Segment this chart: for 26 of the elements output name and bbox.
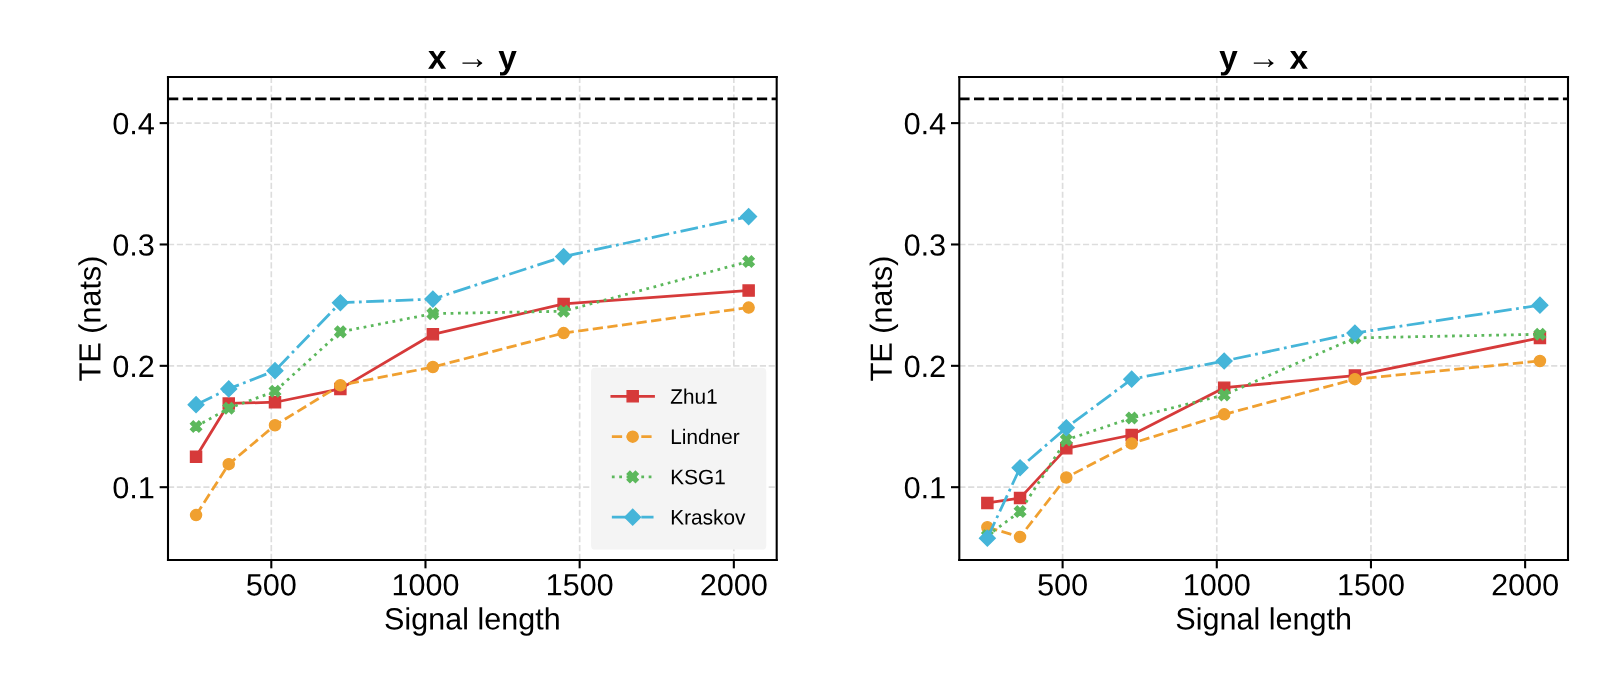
- x-tick-label: 1000: [393, 574, 459, 596]
- x-axis-title: Signal length: [385, 607, 559, 636]
- x-axis-title: Signal length: [1176, 607, 1351, 636]
- y-tick-label: 0.1: [113, 476, 154, 499]
- y-tick-label: 0.1: [904, 476, 945, 499]
- y-tick-label: 0.4: [904, 112, 946, 135]
- legend-label: Lindner: [671, 428, 740, 445]
- legend-label: Zhu1: [670, 388, 717, 404]
- y-tick-label: 0.3: [904, 234, 945, 256]
- y-axis-title: TE (nats): [78, 257, 107, 381]
- legend-label: Kraskov: [671, 509, 746, 525]
- y-tick-label: 0.3: [113, 234, 154, 256]
- y-tick-label: 0.4: [113, 112, 154, 135]
- x-tick-label: 2000: [1492, 574, 1558, 596]
- x-tick-label: 1000: [1185, 574, 1250, 596]
- x-tick-label: 500: [247, 574, 296, 596]
- y-tick-label: 0.2: [904, 355, 945, 378]
- y-tick-label: 0.2: [113, 355, 154, 378]
- y-axis-title: TE (nats): [869, 257, 899, 381]
- x-tick-label: 1500: [1339, 574, 1404, 596]
- x-tick-label: 2000: [701, 574, 767, 596]
- legend-label: KSG1: [671, 469, 725, 485]
- x-tick-label: 500: [1038, 574, 1087, 596]
- x-tick-label: 1500: [548, 574, 613, 596]
- chart-title: x → y: [428, 51, 517, 76]
- chart-title: y → x: [1219, 51, 1308, 76]
